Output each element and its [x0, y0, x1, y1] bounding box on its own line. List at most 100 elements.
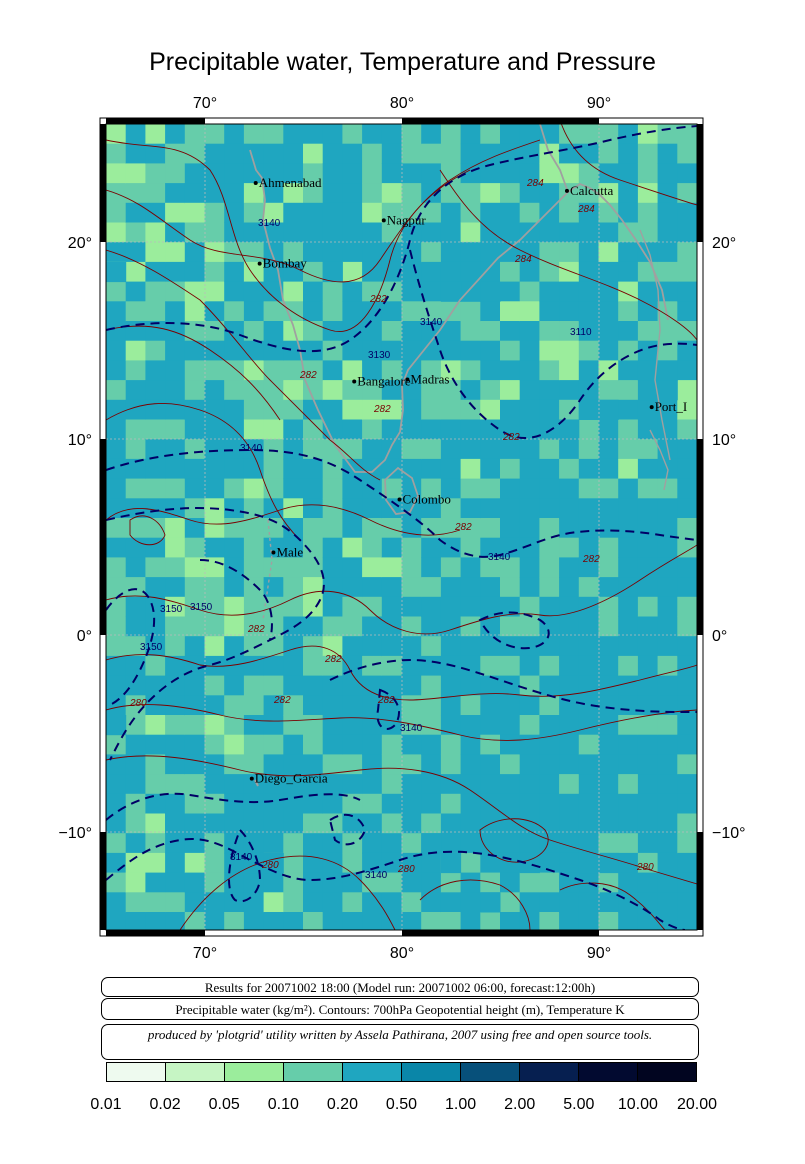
city-marker	[397, 497, 402, 502]
precipitable-water-cell	[145, 872, 166, 893]
precipitable-water-cell	[381, 380, 402, 401]
precipitable-water-cell	[184, 124, 205, 145]
precipitable-water-cell	[184, 596, 205, 617]
precipitable-water-cell	[303, 360, 324, 381]
precipitable-water-cell	[500, 675, 521, 696]
precipitable-water-cell	[184, 340, 205, 361]
precipitable-water-cell	[618, 124, 639, 145]
bottom-lon-tick: 70°	[193, 945, 217, 962]
precipitable-water-cell	[165, 754, 186, 775]
geopotential-contour-label: 3140	[240, 443, 263, 454]
precipitable-water-cell	[184, 360, 205, 381]
precipitable-water-cell	[618, 557, 639, 578]
precipitable-water-cell	[578, 518, 599, 539]
precipitable-water-cell	[145, 380, 166, 401]
precipitable-water-cell	[125, 912, 146, 930]
precipitable-water-cell	[243, 340, 265, 361]
city-marker	[649, 405, 654, 410]
precipitable-water-cell	[677, 222, 697, 243]
precipitable-water-cell	[460, 340, 481, 361]
precipitable-water-cell	[381, 439, 402, 460]
precipitable-water-cell	[480, 596, 501, 617]
precipitable-water-cell	[381, 537, 402, 558]
precipitable-water-cell	[342, 321, 363, 342]
precipitable-water-cell	[165, 143, 186, 164]
precipitable-water-cell	[106, 124, 127, 145]
precipitable-water-cell	[421, 557, 442, 578]
precipitable-water-cell	[440, 222, 462, 243]
precipitable-water-cell	[283, 124, 304, 145]
precipitable-water-cell	[677, 892, 697, 913]
precipitable-water-cell	[342, 912, 363, 930]
precipitable-water-cell	[539, 537, 560, 558]
precipitable-water-cell	[618, 399, 639, 420]
precipitable-water-cell	[283, 458, 304, 480]
precipitable-water-cell	[165, 734, 186, 755]
colorbar-segment	[284, 1063, 343, 1081]
precipitable-water-cell	[460, 754, 481, 775]
precipitable-water-cell	[460, 813, 481, 834]
precipitable-water-cell	[381, 222, 402, 243]
precipitable-water-cell	[657, 143, 678, 164]
precipitable-water-cell	[401, 636, 422, 657]
city-marker	[257, 261, 262, 266]
precipitable-water-cell	[165, 183, 186, 204]
precipitable-water-cell	[243, 478, 265, 499]
precipitable-water-cell	[539, 596, 560, 617]
city-marker	[405, 377, 410, 382]
precipitable-water-cell	[598, 577, 619, 598]
precipitable-water-cell	[145, 675, 166, 696]
precipitable-water-cell	[106, 833, 127, 854]
precipitable-water-cell	[283, 419, 304, 440]
precipitable-water-cell	[381, 892, 402, 913]
precipitable-water-cell	[303, 793, 324, 814]
temperature-contour-label: 284	[526, 178, 544, 189]
precipitable-water-cell	[519, 793, 540, 814]
precipitable-water-cell	[243, 124, 265, 145]
precipitable-water-cell	[460, 557, 481, 578]
precipitable-water-cell	[125, 872, 146, 893]
precipitable-water-cell	[283, 183, 304, 204]
precipitable-water-cell	[500, 715, 521, 736]
precipitable-water-cell	[224, 912, 245, 930]
city-label: Colombo	[403, 491, 451, 506]
precipitable-water-cell	[283, 380, 304, 401]
precipitable-water-cell	[618, 202, 639, 223]
precipitable-water-cell	[500, 498, 521, 519]
precipitable-water-cell	[618, 754, 639, 775]
precipitable-water-cell	[401, 833, 422, 854]
precipitable-water-cell	[381, 616, 402, 637]
precipitable-water-cell	[578, 754, 599, 775]
precipitable-water-cell	[125, 557, 146, 578]
precipitable-water-cell	[165, 616, 186, 637]
precipitable-water-cell	[322, 439, 343, 460]
colorbar-label: 0.05	[208, 1096, 240, 1113]
precipitable-water-cell	[243, 793, 265, 814]
precipitable-water-cell	[303, 183, 324, 204]
precipitable-water-cell	[184, 261, 205, 283]
precipitable-water-cell	[559, 852, 580, 874]
precipitable-water-cell	[263, 912, 284, 930]
precipitable-water-cell	[322, 360, 343, 381]
precipitable-water-cell	[125, 852, 146, 874]
precipitable-water-cell	[106, 458, 127, 480]
precipitable-water-cell	[401, 754, 422, 775]
precipitable-water-cell	[342, 892, 363, 913]
precipitable-water-cell	[460, 616, 481, 637]
precipitable-water-cell	[519, 892, 540, 913]
precipitable-water-cell	[480, 754, 501, 775]
precipitable-water-cell	[184, 281, 205, 302]
precipitable-water-cell	[263, 774, 284, 795]
precipitable-water-cell	[440, 793, 462, 814]
temperature-contour-label: 282	[502, 432, 520, 443]
precipitable-water-cell	[283, 242, 304, 263]
precipitable-water-cell	[421, 281, 442, 302]
precipitable-water-cell	[421, 124, 442, 145]
precipitable-water-cell	[677, 360, 697, 381]
precipitable-water-cell	[243, 143, 265, 164]
precipitable-water-cell	[519, 774, 540, 795]
precipitable-water-cell	[145, 340, 166, 361]
precipitable-water-cell	[204, 380, 225, 401]
precipitable-water-cell	[145, 715, 166, 736]
precipitable-water-cell	[184, 715, 205, 736]
